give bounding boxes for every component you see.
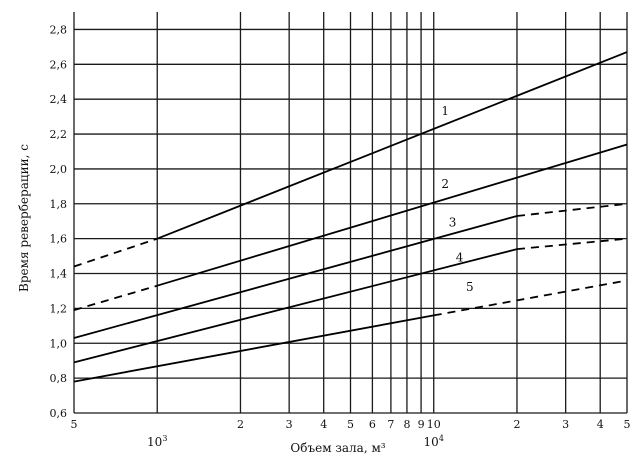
x-tick-label: 8 <box>403 418 410 431</box>
y-tick-label: 2,8 <box>50 23 68 36</box>
series-2-dashed <box>73 284 158 311</box>
y-axis-title: Время реверберации, с <box>17 144 31 292</box>
tick-labels: 5 2 3 4 5 6 7 8 9 10 2 3 4 50,60,81,01,21,41,61,82,02… <box>50 23 631 449</box>
x-tick-label: 10 <box>427 418 441 431</box>
y-tick-label: 2,2 <box>50 128 68 141</box>
y-tick-label: 1,6 <box>50 233 68 246</box>
y-tick-label: 2,4 <box>50 93 68 106</box>
series-4-solid <box>73 248 518 364</box>
y-tick-label: 0,6 <box>50 407 68 420</box>
y-tick-label: 0,8 <box>50 372 68 385</box>
grid <box>73 12 628 414</box>
series-1-solid <box>156 51 628 240</box>
y-tick-label: 1,8 <box>50 198 68 211</box>
decade-base: 10 <box>424 435 439 449</box>
curve-label-2: 2 <box>441 177 449 191</box>
x-tick-label: 4 <box>597 418 604 431</box>
decade-label: 103 <box>147 434 167 449</box>
curve-label-1: 1 <box>441 104 449 118</box>
y-tick-label: 2,0 <box>50 163 68 176</box>
series-3-dashed <box>516 202 628 217</box>
x-tick-label: 4 <box>320 418 327 431</box>
curve-label-4: 4 <box>456 250 464 264</box>
decade-exponent: 3 <box>162 434 167 443</box>
series-5-dashed <box>433 279 628 317</box>
series-3-solid <box>73 215 518 339</box>
curve-label-5: 5 <box>466 280 474 294</box>
series-5-solid <box>73 314 434 383</box>
curve-label-3: 3 <box>449 215 457 229</box>
decade-base: 10 <box>147 435 162 449</box>
x-tick-label: 3 <box>562 418 569 431</box>
x-tick-label: 5 <box>71 418 78 431</box>
y-tick-label: 1,2 <box>50 302 68 315</box>
y-tick-label: 1,0 <box>50 337 68 350</box>
series-4-dashed <box>516 237 628 250</box>
decade-label: 104 <box>424 434 444 449</box>
x-tick-label: 6 <box>369 418 376 431</box>
x-axis-title: Объем зала, м³ <box>290 441 385 455</box>
decade-exponent: 4 <box>439 434 444 443</box>
x-tick-label: 7 <box>387 418 394 431</box>
x-tick-label: 5 <box>624 418 631 431</box>
x-tick-label: 9 <box>418 418 425 431</box>
y-tick-label: 1,4 <box>50 268 68 281</box>
x-tick-label: 5 <box>347 418 354 431</box>
curve-labels: 1 2 3 4 5 <box>441 104 473 294</box>
y-tick-label: 2,6 <box>50 58 68 71</box>
x-tick-label: 2 <box>237 418 244 431</box>
series-1-dashed <box>73 237 158 268</box>
series-group <box>73 51 628 383</box>
series-2-solid <box>156 143 628 287</box>
x-tick-label: 3 <box>286 418 293 431</box>
x-tick-label: 2 <box>513 418 520 431</box>
